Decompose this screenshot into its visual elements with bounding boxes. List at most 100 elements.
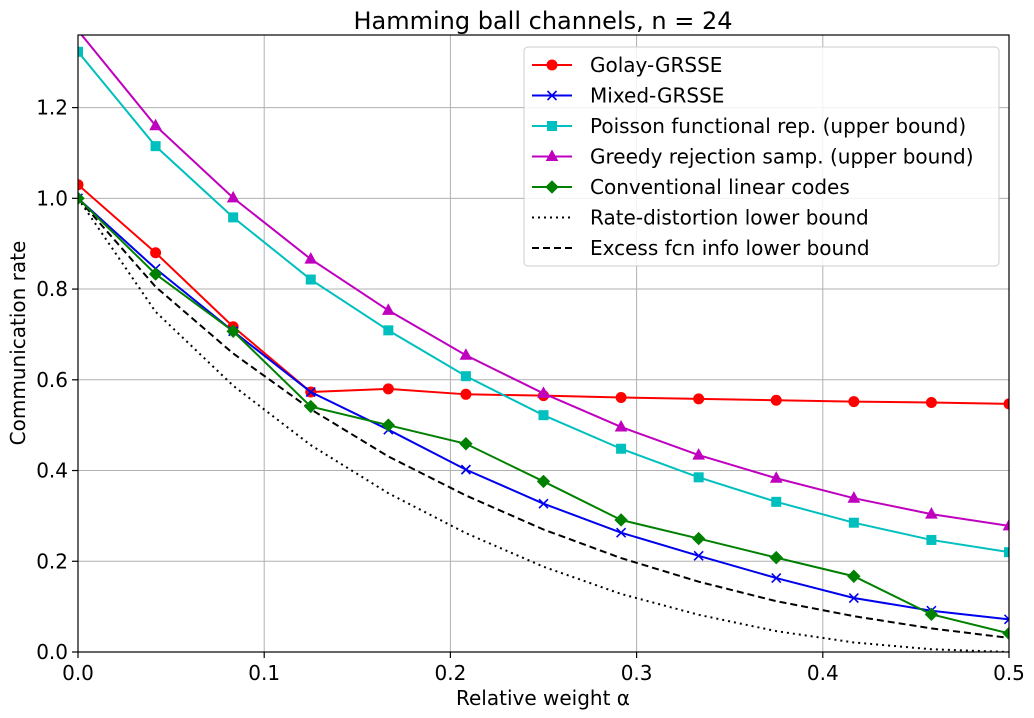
data-point-conventional-linear-codes — [769, 550, 783, 565]
legend-box — [523, 46, 1000, 267]
data-point-conventional-linear-codes — [226, 324, 240, 338]
data-point-poisson-functional-rep-upper-bound — [848, 517, 859, 528]
data-point-conventional-linear-codes — [459, 437, 473, 451]
axis-ticks: 0.0 0.1 0.2 0.3 0.4 0.5 0.0 0.2 0.4 0.6 0.8 1.0 1.2 — [36, 96, 1025, 685]
data-point-mixed-grsse — [460, 464, 471, 475]
data-point-poisson-functional-rep-upper-bound — [771, 496, 782, 507]
data-point-golay-grsse — [615, 391, 627, 403]
data-point-greedy-rejection-samp-upper-bound — [692, 448, 706, 460]
legend-label: Conventional linear codes — [590, 175, 850, 199]
legend-entry-rate-distortion-lower-bound: Rate-distortion lower bound — [532, 206, 869, 230]
data-point-conventional-linear-codes — [614, 513, 628, 527]
legend-label: Rate-distortion lower bound — [590, 206, 869, 230]
data-point-poisson-functional-rep-upper-bound — [305, 274, 316, 285]
legend-marker — [546, 59, 558, 71]
data-point-conventional-linear-codes — [536, 474, 551, 489]
data-point-golay-grsse — [925, 396, 937, 408]
legend-label: Golay-GRSSE — [590, 53, 722, 77]
data-point-poisson-functional-rep-upper-bound — [1004, 547, 1009, 558]
legend-entry-mixed-grsse: Mixed-GRSSE — [532, 84, 724, 108]
x-tick-label: 0.2 — [434, 661, 466, 685]
legend-entry-conventional-linear-codes: Conventional linear codes — [532, 175, 850, 199]
data-point-golay-grsse — [848, 396, 860, 408]
grid-lines — [77, 35, 1010, 653]
y-tick-label: 0.0 — [36, 640, 68, 664]
data-point-greedy-rejection-samp-upper-bound — [769, 471, 783, 483]
legend-entry-poisson-functional-rep-upper-bound: Poisson functional rep. (upper bound) — [532, 114, 966, 138]
data-point-conventional-linear-codes — [304, 399, 318, 414]
data-point-greedy-rejection-samp-upper-bound — [226, 190, 240, 203]
legend-marker — [545, 180, 559, 194]
x-tick-label: 0.5 — [993, 661, 1025, 685]
data-point-golay-grsse — [382, 383, 394, 395]
series-layer — [78, 35, 1009, 652]
data-point-poisson-functional-rep-upper-bound — [693, 472, 704, 483]
data-point-golay-grsse — [1003, 398, 1009, 410]
data-point-greedy-rejection-samp-upper-bound — [537, 386, 550, 398]
data-point-mixed-grsse — [616, 527, 627, 538]
data-point-golay-grsse — [770, 394, 782, 406]
data-point-mixed-grsse — [538, 498, 549, 509]
y-tick-label: 1.2 — [36, 96, 68, 120]
data-point-poisson-functional-rep-upper-bound — [383, 325, 394, 336]
legend-label: Greedy rejection samp. (upper bound) — [590, 145, 974, 169]
series-rate-distortion-lower-bound — [78, 197, 1009, 652]
plot-frame — [77, 34, 1010, 653]
legend-marker — [546, 90, 558, 101]
series-greedy-rejection-samp-upper-bound — [80, 35, 1009, 531]
data-point-poisson-functional-rep-upper-bound — [616, 443, 627, 454]
chart-title: Hamming ball channels, n = 24 — [353, 7, 732, 35]
legend-entry-greedy-rejection-samp-upper-bound: Greedy rejection samp. (upper bound) — [532, 145, 974, 169]
data-point-poisson-functional-rep-upper-bound — [538, 410, 549, 421]
legend: Golay-GRSSE Mixed-GRSSE Poisson functional… — [523, 46, 1000, 267]
data-point-golay-grsse — [693, 393, 705, 405]
data-point-greedy-rejection-samp-upper-bound — [304, 252, 318, 264]
y-tick-label: 0.8 — [36, 277, 68, 301]
data-point-greedy-rejection-samp-upper-bound — [614, 419, 628, 432]
y-tick-label: 0.4 — [36, 459, 68, 483]
data-point-mixed-grsse — [848, 592, 859, 604]
data-point-mixed-grsse — [1003, 614, 1009, 625]
data-point-poisson-functional-rep-upper-bound — [150, 141, 161, 152]
y-tick-label: 0.6 — [36, 368, 68, 392]
series-poisson-functional-rep-upper-bound — [78, 46, 1009, 558]
legend-label: Poisson functional rep. (upper bound) — [590, 114, 966, 138]
x-tick-label: 0.4 — [807, 661, 839, 685]
x-tick-label: 0.0 — [62, 661, 94, 685]
data-point-poisson-functional-rep-upper-bound — [228, 212, 239, 223]
data-point-golay-grsse — [78, 179, 84, 191]
series-excess-fcn-info-lower-bound — [78, 197, 1009, 639]
data-point-mixed-grsse — [305, 386, 316, 398]
data-point-golay-grsse — [150, 247, 162, 259]
data-point-poisson-functional-rep-upper-bound — [460, 371, 471, 382]
legend-marker — [547, 121, 557, 131]
y-axis-label: Communication rate — [6, 241, 30, 446]
legend-label: Mixed-GRSSE — [590, 84, 724, 108]
data-point-greedy-rejection-samp-upper-bound — [847, 491, 861, 503]
data-point-poisson-functional-rep-upper-bound — [926, 534, 937, 545]
legend-entry-excess-fcn-info-lower-bound: Excess fcn info lower bound — [532, 236, 870, 260]
y-tick-label: 1.0 — [36, 186, 68, 210]
data-point-conventional-linear-codes — [148, 267, 163, 281]
x-tick-label: 0.3 — [621, 661, 653, 685]
x-tick-label: 0.1 — [248, 661, 280, 685]
legend-marker — [545, 149, 559, 161]
data-point-conventional-linear-codes — [1002, 626, 1009, 641]
data-point-poisson-functional-rep-upper-bound — [78, 46, 83, 57]
data-point-greedy-rejection-samp-upper-bound — [381, 303, 395, 315]
series-line-excess-fcn-info-lower-bound — [78, 197, 1009, 639]
data-point-mixed-grsse — [771, 572, 782, 584]
data-point-golay-grsse — [460, 388, 472, 400]
data-point-conventional-linear-codes — [381, 418, 396, 432]
data-point-greedy-rejection-samp-upper-bound — [1002, 518, 1009, 531]
x-axis-label: Relative weight α — [456, 686, 630, 710]
legend-entry-golay-grsse: Golay-GRSSE — [532, 53, 722, 77]
legend-label: Excess fcn info lower bound — [590, 236, 870, 260]
data-point-greedy-rejection-samp-upper-bound — [149, 118, 162, 131]
series-conventional-linear-codes — [78, 191, 1009, 641]
data-point-conventional-linear-codes — [847, 569, 861, 583]
data-point-conventional-linear-codes — [924, 607, 939, 622]
y-tick-label: 0.2 — [36, 549, 68, 573]
data-point-conventional-linear-codes — [78, 191, 85, 206]
